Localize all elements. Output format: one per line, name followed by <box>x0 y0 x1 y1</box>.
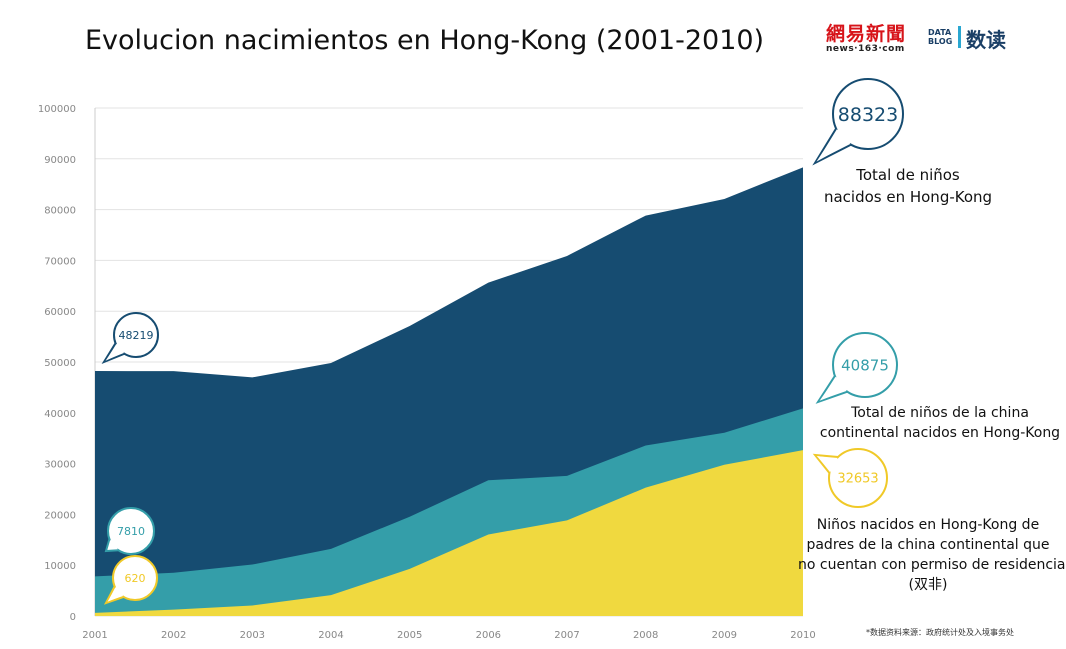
y-tick-label: 70000 <box>44 256 76 267</box>
x-tick-label: 2001 <box>82 630 107 641</box>
callout-no-residency-2001-value: 620 <box>125 572 146 585</box>
source-note: *数据资料来源：政府统计处及入境事务处 <box>866 628 1014 637</box>
y-tick-label: 50000 <box>44 358 76 369</box>
datablog-logo: DATA BLOG 数读 <box>928 26 1006 52</box>
x-tick-label: 2005 <box>397 630 422 641</box>
y-tick-label: 60000 <box>44 307 76 318</box>
callout-total-2010-value: 88323 <box>838 104 898 126</box>
callout-total-2001-value: 48219 <box>119 329 154 342</box>
annotation-no-residency: Niños nacidos en Hong-Kong de padres de … <box>798 517 1066 593</box>
callout-mainland-2001-value: 7810 <box>117 525 145 538</box>
callout-total-2001: 48219 <box>101 312 159 365</box>
netease-news-logo: 網易新聞 news·163·com <box>826 23 907 54</box>
y-tick-label: 30000 <box>44 460 76 471</box>
y-tick-label: 10000 <box>44 561 76 572</box>
y-tick-label: 90000 <box>44 155 76 166</box>
callout-no-residency-2001: 620 <box>103 555 158 605</box>
x-tick-label: 2002 <box>161 630 186 641</box>
y-tick-label: 80000 <box>44 206 76 217</box>
y-tick-label: 40000 <box>44 409 76 420</box>
callout-total-2010: 88323 <box>812 78 904 166</box>
x-tick-label: 2007 <box>554 630 579 641</box>
y-tick-label: 0 <box>70 612 76 623</box>
annotation-mainland: Total de niños de la china continental n… <box>819 405 1061 441</box>
x-tick-label: 2004 <box>318 630 343 641</box>
x-tick-label: 2009 <box>712 630 737 641</box>
x-tick-label: 2003 <box>240 630 265 641</box>
callout-mainland-2001: 7810 <box>104 507 155 555</box>
x-tick-label: 2006 <box>476 630 501 641</box>
chart-title: Evolucion nacimientos en Hong-Kong (2001… <box>85 25 765 56</box>
x-tick-label: 2008 <box>633 630 658 641</box>
callout-no-residency-2010: 32653 <box>812 448 888 508</box>
callout-mainland-2010: 40875 <box>815 332 898 404</box>
y-tick-label: 20000 <box>44 510 76 521</box>
area-no-residency-births <box>95 450 803 616</box>
annotation-total: Total de niños nacidos en Hong-Kong <box>823 166 993 206</box>
x-tick-label: 2010 <box>790 630 815 641</box>
callout-no-residency-2010-value: 32653 <box>837 472 878 487</box>
callout-mainland-2010-value: 40875 <box>841 356 889 374</box>
y-tick-label: 100000 <box>38 104 76 115</box>
